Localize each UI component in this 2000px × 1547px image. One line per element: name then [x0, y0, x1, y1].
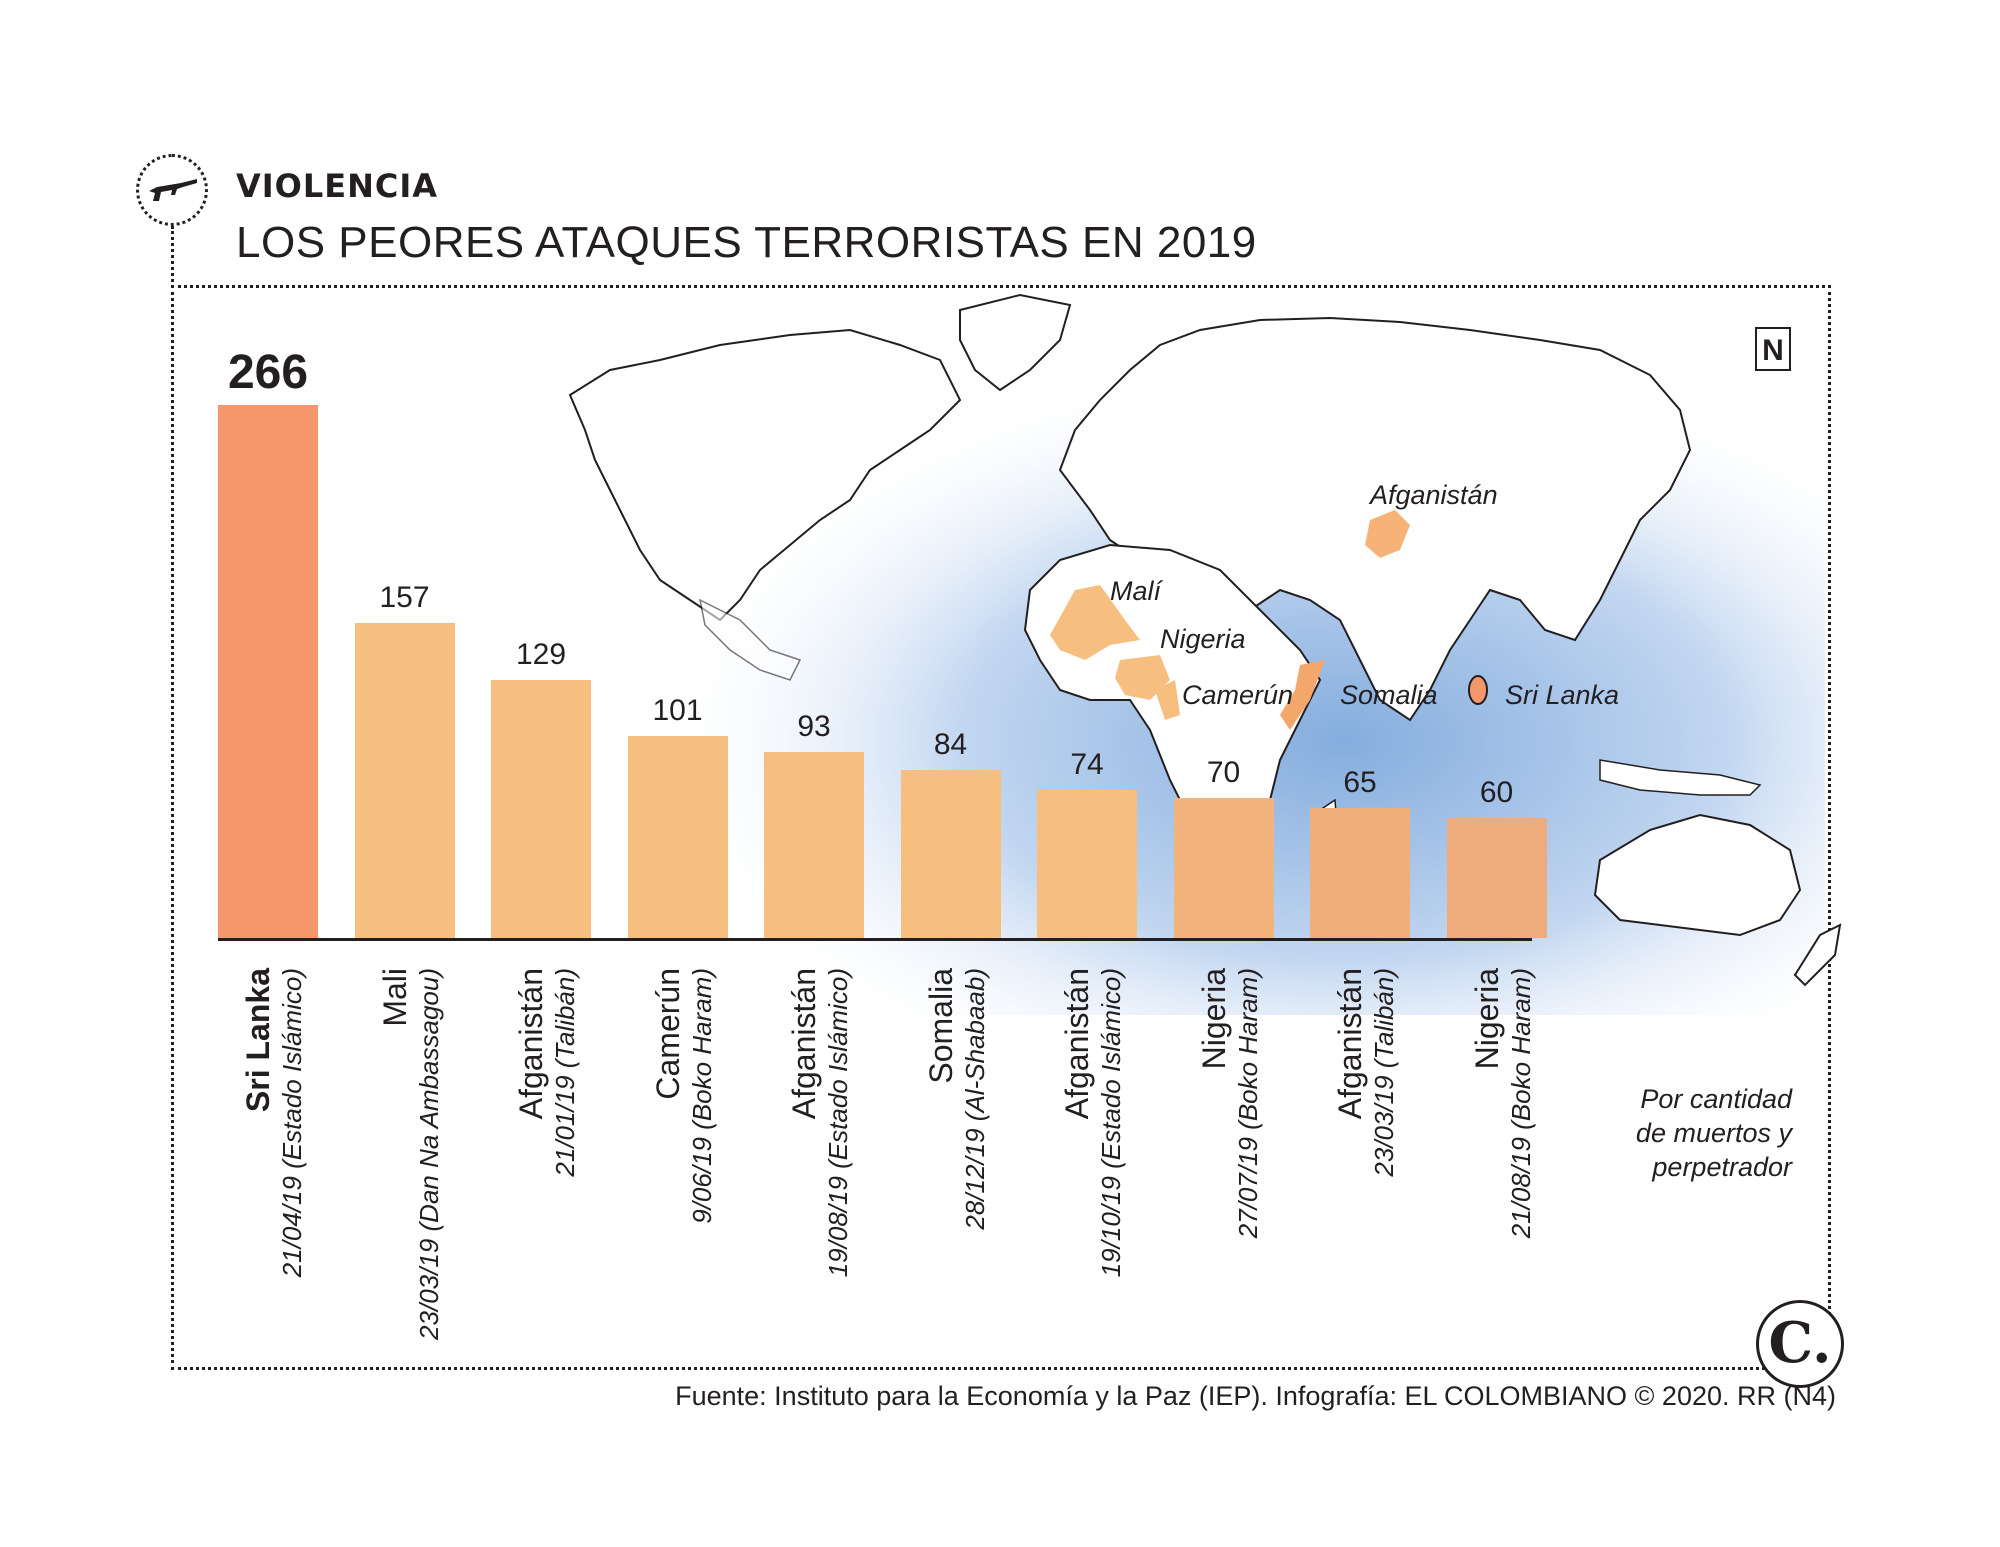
bar-value-label: 93	[797, 709, 831, 743]
chart-frame	[171, 285, 1831, 1370]
bar-5	[900, 769, 1001, 938]
map-label-somalia: Somalia	[1340, 680, 1438, 710]
bar-value-label: 157	[379, 581, 430, 615]
bar-value-label: 101	[652, 693, 703, 727]
bar-value-label: 266	[227, 346, 309, 399]
bar-7	[1173, 797, 1274, 938]
bar-value-label: 74	[1070, 747, 1104, 781]
category-label: Nigeria 27/07/19 (Boko Haram)	[1196, 968, 1264, 1238]
afganistan-highlight	[1365, 510, 1410, 558]
bar-2	[491, 679, 591, 938]
bar-8	[1310, 807, 1410, 938]
source-credit: Fuente: Instituto para la Economía y la …	[675, 1381, 1836, 1411]
category-detail: 23/03/19 (Talibán)	[1369, 968, 1399, 1177]
category-label: Sri Lanka 21/04/19 (Estado Islámico)	[240, 968, 308, 1277]
category-detail: 21/08/19 (Boko Haram)	[1505, 968, 1536, 1239]
bar-value-label: 84	[933, 727, 968, 761]
category-label: Camerún 9/06/19 (Boko Haram)	[650, 968, 718, 1224]
bar-9	[1446, 817, 1547, 938]
category-country: Somalia	[922, 968, 959, 1084]
category-detail: 21/04/19 (Estado Islámico)	[277, 968, 307, 1278]
map-label-sri-lanka: Sri Lanka	[1505, 680, 1620, 710]
category-detail: 21/01/19 (Talibán)	[550, 968, 580, 1177]
southeast-asia-islands	[1599, 759, 1762, 796]
category-label: Afganistán 23/03/19 (Talibán)	[1332, 968, 1400, 1177]
map-label-camerun: Camerún	[1182, 680, 1294, 710]
bar-4	[764, 751, 864, 938]
bar-3	[627, 735, 728, 938]
badge-connector	[171, 226, 174, 288]
category-country: Afganistán	[1059, 968, 1095, 1120]
x-axis-line	[218, 938, 1532, 941]
bar-value-label: 129	[515, 637, 567, 671]
bar-value-label: 65	[1343, 765, 1377, 799]
nigeria-highlight	[1115, 655, 1170, 700]
bar-6	[1037, 789, 1137, 938]
camerun-highlight	[1155, 680, 1180, 720]
rifle-icon-badge	[136, 154, 208, 226]
map-label-nigeria: Nigeria	[1160, 624, 1246, 654]
category-label: Afganistán 19/08/19 (Estado Islámico)	[786, 968, 854, 1277]
category-detail: 19/10/19 (Estado Islámico)	[1096, 968, 1126, 1278]
category-detail: 19/08/19 (Estado Islámico)	[823, 968, 853, 1278]
bar-1	[354, 623, 455, 938]
category-country: Nigeria	[1468, 968, 1505, 1070]
category-detail: 9/06/19 (Boko Haram)	[686, 968, 717, 1224]
bar-value-label: 70	[1206, 755, 1241, 789]
central-america-landmass	[698, 598, 802, 681]
category-detail: 27/07/19 (Boko Haram)	[1232, 968, 1263, 1239]
category-country: Afganistán	[513, 968, 549, 1120]
category-country: Mali	[376, 968, 413, 1027]
map-label-mali: Malí	[1110, 576, 1162, 606]
category-detail: 23/03/19 (Dan Na Ambassagou)	[413, 968, 444, 1340]
category-detail: 28/12/19 (Al-Shabaab)	[959, 968, 990, 1230]
north-america-landmass	[568, 328, 962, 622]
greenland-landmass	[959, 293, 1072, 392]
chart-note-line: Por cantidad	[1640, 1084, 1792, 1114]
page-title: LOS PEORES ATAQUES TERRORISTAS EN 2019	[236, 218, 1257, 267]
chart-note-line: de muertos y	[1635, 1118, 1792, 1148]
chart-note-line: perpetrador	[1652, 1152, 1792, 1182]
category-label: Mali 23/03/19 (Dan Na Ambassagou)	[377, 968, 445, 1340]
category-country: Nigeria	[1195, 968, 1232, 1070]
rifle-icon	[149, 179, 197, 201]
section-kicker: VIOLENCIA	[236, 167, 439, 205]
category-label: Somalia 28/12/19 (Al-Shabaab)	[923, 968, 991, 1230]
map-label-afganistan: Afganistán	[1370, 480, 1498, 510]
bar-value-label: 60	[1479, 775, 1514, 809]
chart-note: Por cantidad de muertos y perpetrador	[1636, 1082, 1792, 1184]
sri-lanka-highlight	[1468, 675, 1488, 705]
bar-0	[218, 405, 318, 938]
category-country: Afganistán	[1332, 968, 1368, 1120]
category-label: Afganistán 19/10/19 (Estado Islámico)	[1059, 968, 1127, 1277]
category-country: Afganistán	[786, 968, 822, 1120]
el-colombiano-logo: C.	[1756, 1300, 1844, 1388]
north-arrow: N	[1755, 327, 1791, 371]
mali-highlight	[1050, 585, 1140, 660]
australia-landmass	[1593, 813, 1802, 937]
category-country: Camerún	[649, 968, 686, 1100]
somalia-highlight	[1280, 660, 1325, 730]
category-label: Afganistán 21/01/19 (Talibán)	[513, 968, 581, 1177]
new-zealand-landmass	[1793, 923, 1842, 987]
category-label: Nigeria 21/08/19 (Boko Haram)	[1469, 968, 1537, 1238]
category-country: Sri Lanka	[240, 968, 276, 1113]
